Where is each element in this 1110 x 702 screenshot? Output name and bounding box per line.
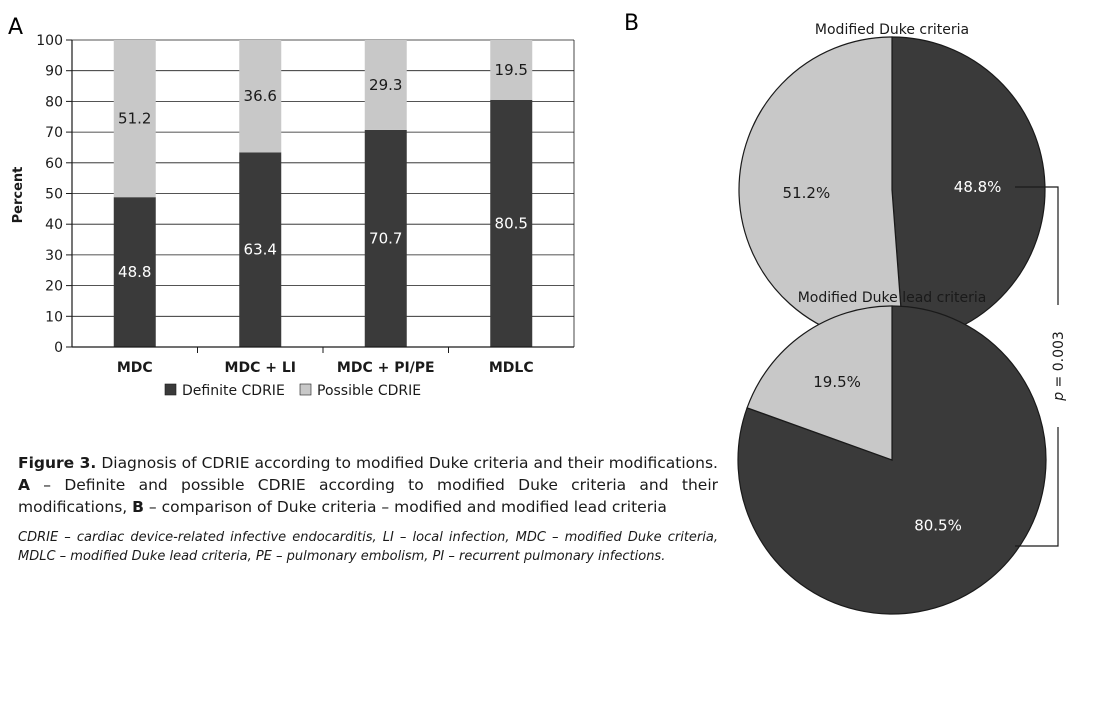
legend-swatch [164,383,177,396]
stacked-bar-chart: Percent 0 10 20 30 40 50 60 70 80 90 100 48.8 51.2 6… [11,33,575,399]
comparison-bracket: p = 0.003 [1015,186,1070,547]
y-tick-label: 0 [54,340,63,356]
bar-value-label: 29.3 [369,76,402,94]
pie-1-title: Modified Duke criteria [815,22,969,38]
bar-segment [113,197,156,347]
y-tick-label: 100 [36,33,63,49]
axes [66,39,575,353]
caption-abbreviations: CDRIE – cardiac device-related infective… [18,530,718,564]
bar-segment [490,99,533,348]
figure-caption: Figure 3. Diagnosis of CDRIE according t… [18,452,718,566]
bar-value-label: 19.5 [495,61,528,79]
caption-label-a: A [18,476,30,494]
bar-segment [239,40,282,153]
bar-segment [113,40,156,198]
pie-2-title: Modified Duke lead criteria [798,290,987,306]
y-tick-label: 40 [45,217,63,233]
legend-label: Possible CDRIE [317,383,421,399]
pie-value-label: 51.2% [783,184,831,202]
y-tick-labels: 0 10 20 30 40 50 60 70 80 90 100 [36,33,63,356]
caption-label-b: B [132,498,144,516]
legend: Definite CDRIE Possible CDRIE [164,383,421,399]
bar-data-labels: 48.8 51.2 63.4 36.6 70.7 29.3 80.5 19.5 [118,61,528,281]
bar-segment [490,40,533,100]
y-axis-label: Percent [11,167,26,224]
figure-label: Figure 3. [18,454,97,472]
pie-slice [746,305,893,461]
caption-text-3: – comparison of Duke criteria – modified… [143,498,667,516]
bar-value-label: 80.5 [495,214,528,232]
y-tick-label: 80 [45,94,63,110]
y-tick-label: 70 [45,125,63,141]
bar-value-label: 36.6 [244,87,277,105]
y-tick-label: 90 [45,64,63,80]
caption-text-2: – Definite and possible CDRIE according … [18,476,718,516]
bar-segment [239,152,282,347]
legend-label: Definite CDRIE [182,383,285,399]
category-labels: MDC MDC + LI MDC + PI/PE MDLC [117,360,534,376]
bar-segment [364,129,407,347]
pie-value-label: 48.8% [954,178,1002,196]
category-label: MDLC [489,360,534,376]
panel-a-letter: A [8,15,23,40]
bar-segment [364,40,407,130]
y-tick-label: 60 [45,156,63,172]
bar-value-label: 70.7 [369,229,402,247]
y-tick-label: 20 [45,279,63,295]
caption-main: Figure 3. Diagnosis of CDRIE according t… [18,452,718,518]
category-label: MDC [117,360,153,376]
y-tick-label: 30 [45,248,63,264]
bar-value-label: 51.2 [118,110,151,128]
pie-chart-modified-duke-lead: 80.5% 19.5% [737,305,1047,615]
pie-value-label: 80.5% [914,517,962,535]
category-label: MDC + PI/PE [337,360,435,376]
y-tick-label: 50 [45,187,63,203]
p-value-label: p = 0.003 [1051,331,1067,402]
panel-b-letter: B [624,11,639,36]
legend-swatch [299,383,312,396]
caption-text-1: Diagnosis of CDRIE according to modified… [96,454,718,472]
bar-value-label: 63.4 [244,241,277,259]
y-tick-label: 10 [45,309,63,325]
bar-value-label: 48.8 [118,263,151,281]
bars [113,40,533,348]
pie-value-label: 19.5% [813,373,861,391]
pie-chart-modified-duke: 48.8% 51.2% [738,36,1046,344]
category-label: MDC + LI [225,360,296,376]
